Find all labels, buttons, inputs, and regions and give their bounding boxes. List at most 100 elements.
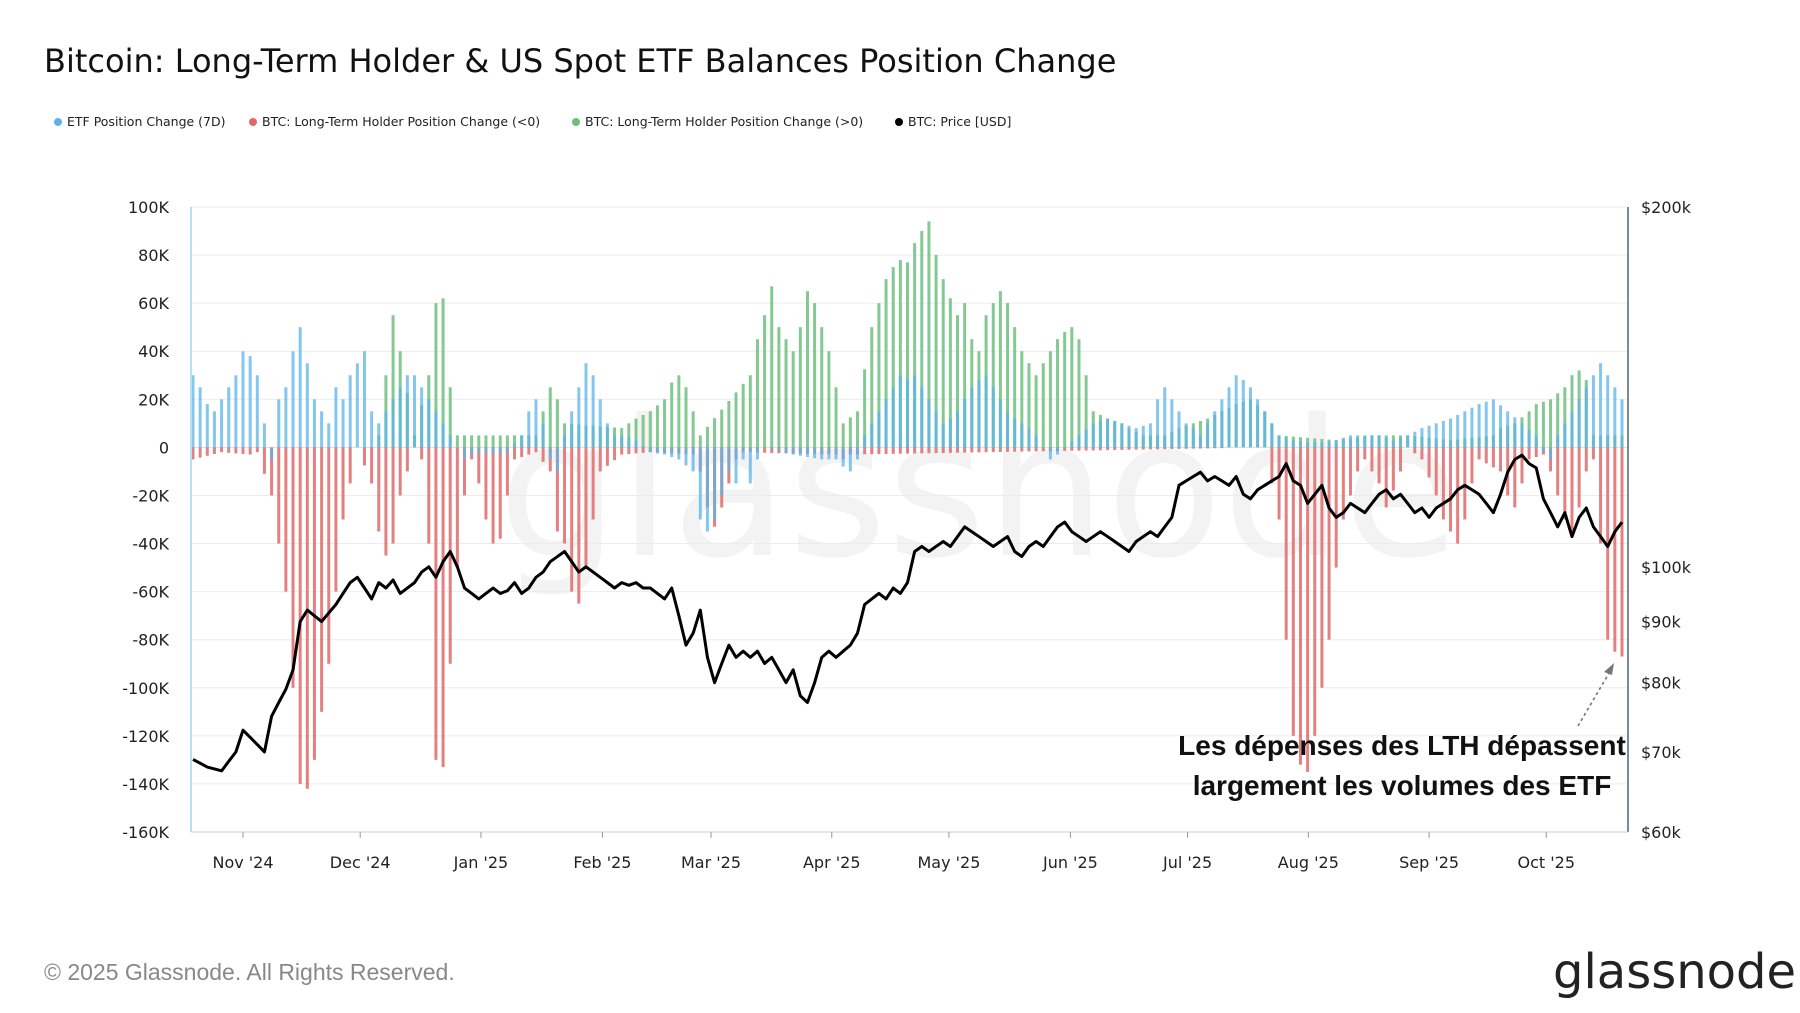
- etf-bar: [720, 447, 724, 496]
- lth-positive-bar: [870, 327, 874, 448]
- lth-negative-bar: [1220, 447, 1224, 449]
- etf-bar: [1420, 428, 1424, 448]
- etf-bar: [870, 423, 874, 448]
- lth-positive-bar: [734, 392, 738, 448]
- etf-bar: [484, 447, 488, 454]
- etf-bar: [1306, 442, 1310, 448]
- lth-negative-bar: [605, 447, 609, 466]
- etf-bar: [1470, 407, 1474, 448]
- lth-positive-bar: [1077, 339, 1081, 448]
- etf-bar: [941, 423, 945, 448]
- lth-positive-bar: [555, 399, 559, 448]
- etf-bar: [848, 447, 852, 472]
- etf-bar: [970, 387, 974, 448]
- lth-negative-bar: [334, 447, 338, 592]
- etf-bar: [1334, 440, 1338, 448]
- lth-negative-bar: [1484, 447, 1488, 464]
- etf-bar: [1570, 411, 1574, 448]
- etf-bar: [1520, 423, 1524, 448]
- lth-negative-bar: [491, 447, 495, 544]
- lth-negative-bar: [520, 447, 524, 457]
- lth-negative-bar: [327, 447, 331, 664]
- lth-negative-bar: [1399, 447, 1402, 472]
- lth-negative-bar: [634, 447, 638, 454]
- lth-negative-bar: [1413, 447, 1417, 454]
- etf-bar: [1020, 423, 1024, 448]
- x-tick-label: Dec '24: [330, 853, 391, 872]
- annotation-arrowhead: [1604, 663, 1614, 675]
- lth-negative-bar: [312, 447, 316, 760]
- lth-positive-bar: [498, 435, 502, 448]
- etf-bar: [220, 399, 224, 448]
- lth-positive-bar: [991, 303, 995, 448]
- etf-bar: [362, 351, 366, 448]
- bars: [191, 221, 1624, 789]
- lth-negative-bar: [998, 447, 1002, 452]
- etf-bar: [1363, 435, 1367, 448]
- lth-positive-bar: [884, 279, 888, 448]
- etf-bar: [541, 423, 545, 448]
- lth-negative-bar: [1377, 447, 1381, 484]
- annotation-line-2: largement les volumes des ETF: [1193, 770, 1612, 801]
- lth-positive-bar: [1541, 401, 1545, 448]
- lth-negative-bar: [1470, 447, 1474, 484]
- etf-bar: [784, 447, 788, 453]
- etf-bar: [1206, 423, 1210, 448]
- etf-bar: [641, 446, 645, 448]
- etf-bar: [1599, 363, 1603, 448]
- lth-negative-bar: [591, 447, 595, 520]
- lth-negative-bar: [1020, 447, 1024, 452]
- lth-negative-bar: [291, 447, 295, 688]
- etf-bar: [1227, 387, 1231, 448]
- lth-negative-bar: [1491, 447, 1495, 468]
- lth-negative-bar: [913, 447, 917, 454]
- lth-negative-bar: [1277, 447, 1281, 520]
- etf-bar: [877, 411, 881, 448]
- etf-bar: [1220, 399, 1224, 448]
- lth-positive-bar: [906, 262, 909, 448]
- copyright: © 2025 Glassnode. All Rights Reserved.: [44, 959, 455, 985]
- lth-negative-bar: [1113, 447, 1117, 450]
- etf-bar: [284, 387, 288, 448]
- lth-negative-bar: [534, 447, 538, 453]
- lth-negative-bar: [1034, 447, 1038, 452]
- lth-negative-bar: [348, 447, 352, 484]
- lth-negative-bar: [484, 447, 488, 520]
- lth-positive-bar: [705, 426, 709, 448]
- lth-negative-bar: [763, 447, 767, 453]
- lth-positive-bar: [470, 435, 474, 448]
- lth-positive-bar: [741, 383, 745, 448]
- left-tick-label: -60K: [132, 583, 169, 602]
- right-tick-label: $90k: [1641, 613, 1682, 632]
- lth-negative-bar: [441, 447, 445, 768]
- lth-positive-bar: [684, 387, 688, 448]
- etf-bar: [341, 399, 345, 448]
- lth-positive-bar: [1006, 303, 1010, 448]
- etf-bar: [898, 375, 902, 448]
- etf-bar: [1406, 435, 1410, 448]
- lth-positive-bar: [1534, 404, 1538, 448]
- lth-negative-bar: [1449, 447, 1453, 532]
- lth-positive-bar: [763, 315, 767, 448]
- lth-negative-bar: [1134, 447, 1138, 450]
- etf-bar: [1248, 387, 1252, 448]
- brand-logo: glassnode: [1553, 944, 1796, 1000]
- lth-negative-bar: [477, 447, 481, 484]
- legend-dot-lth-positive: [572, 118, 580, 126]
- etf-bar: [1213, 411, 1217, 448]
- lth-positive-bar: [920, 231, 924, 448]
- lth-negative-bar: [891, 447, 895, 454]
- left-tick-label: 20K: [138, 390, 169, 409]
- etf-bar: [427, 399, 431, 448]
- etf-bar: [1198, 435, 1202, 448]
- lth-negative-bar: [906, 447, 909, 454]
- lth-positive-bar: [463, 435, 467, 448]
- lth-positive-bar: [655, 405, 659, 448]
- lth-positive-bar: [784, 339, 788, 448]
- lth-negative-bar: [1577, 447, 1581, 508]
- etf-bar: [555, 447, 559, 472]
- etf-bar: [1356, 435, 1360, 448]
- lth-negative-bar: [1534, 447, 1538, 457]
- etf-bar: [563, 435, 567, 448]
- lth-positive-bar: [391, 315, 395, 448]
